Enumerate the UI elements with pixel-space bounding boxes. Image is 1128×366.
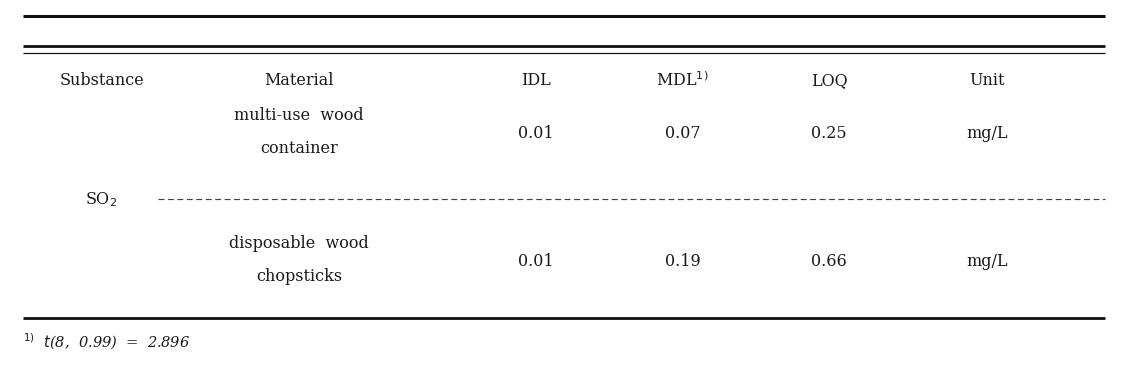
Text: 0.07: 0.07 [664,125,700,142]
Text: 0.25: 0.25 [811,125,847,142]
Text: Unit: Unit [969,72,1005,89]
Text: MDL$^{1)}$: MDL$^{1)}$ [656,71,708,90]
Text: Substance: Substance [59,72,144,89]
Text: mg/L: mg/L [967,125,1007,142]
Text: chopsticks: chopsticks [256,268,342,285]
Text: Material: Material [264,72,334,89]
Text: SO$_2$: SO$_2$ [86,190,117,209]
Text: 0.01: 0.01 [518,125,554,142]
Text: 0.19: 0.19 [664,253,700,270]
Text: 0.01: 0.01 [518,253,554,270]
Text: $^{1)}$  $t$(8,  0.99)  =  2.896: $^{1)}$ $t$(8, 0.99) = 2.896 [23,332,190,352]
Text: IDL: IDL [521,72,550,89]
Text: 0.66: 0.66 [811,253,847,270]
Text: mg/L: mg/L [967,253,1007,270]
Text: multi-use  wood: multi-use wood [235,107,363,124]
Text: LOQ: LOQ [811,72,847,89]
Text: disposable  wood: disposable wood [229,235,369,252]
Text: container: container [261,140,337,157]
